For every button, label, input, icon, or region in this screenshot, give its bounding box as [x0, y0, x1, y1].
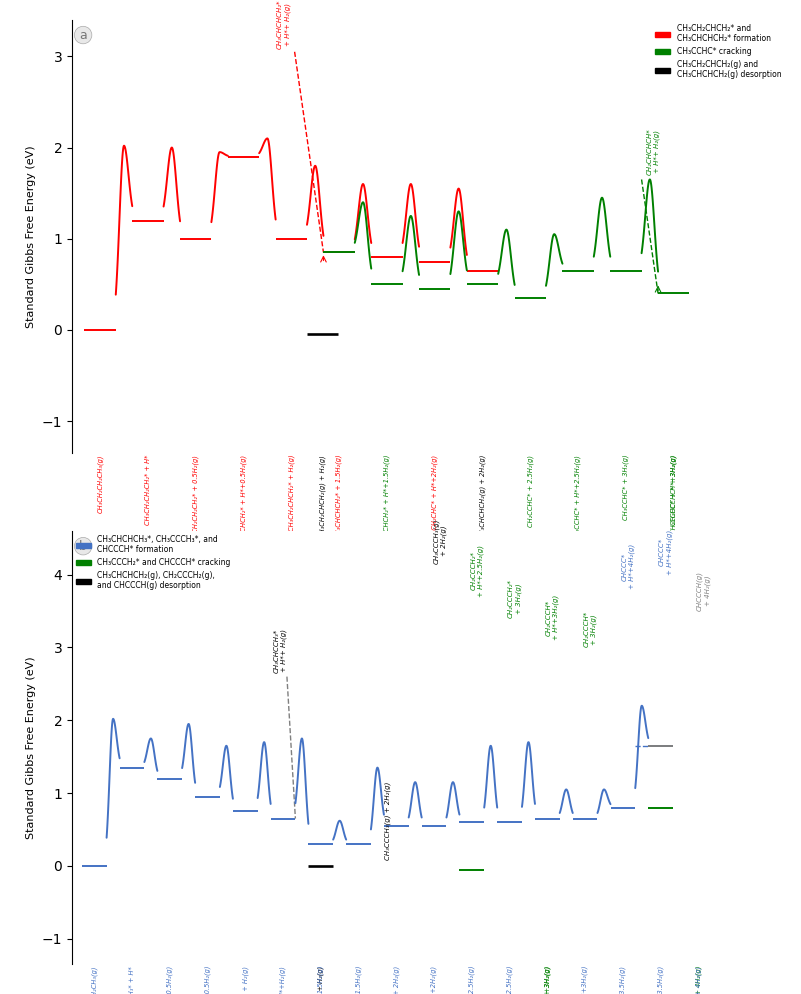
Text: CH₂CCCH₂* + H*+2.5H₂(g): CH₂CCCH₂* + H*+2.5H₂(g) — [506, 965, 513, 994]
Text: b: b — [79, 540, 87, 553]
Text: CH₃CH₂CHCH₂* + H*+0.5H₂(g): CH₃CH₂CHCH₂* + H*+0.5H₂(g) — [240, 455, 247, 556]
Text: CH₂C*+CH₂C* + 3H₂(g): CH₂C*+CH₂C* + 3H₂(g) — [544, 965, 550, 994]
Text: CH₃CHCHCH₃* + H₂(g): CH₃CHCHCH₃* + H₂(g) — [242, 965, 248, 994]
Text: CH₂CCCH*
+ H*+3H₂(g): CH₂CCCH* + H*+3H₂(g) — [545, 595, 559, 640]
Text: CH₂CCHC* + H*+3H₂(g): CH₂CCHC* + H*+3H₂(g) — [670, 455, 677, 535]
Text: CH₂CCCH*
+ 3H₂(g): CH₂CCCH* + 3H₂(g) — [584, 611, 597, 647]
Text: CH₃CH₂CHCH₃* + 0.5H₂(g): CH₃CH₂CHCH₃* + 0.5H₂(g) — [167, 965, 173, 994]
Text: CHCCC*
+ H*+4H₂(g): CHCCC* + H*+4H₂(g) — [622, 544, 635, 589]
Text: CH₃CCCH* + H*+3H₂(g): CH₃CCCH* + H*+3H₂(g) — [544, 965, 550, 994]
Text: CH₂CCHC* + 2.5H₂(g): CH₂CCHC* + 2.5H₂(g) — [527, 455, 533, 527]
Text: CH₃CCHC* + 3H₂(g): CH₃CCHC* + 3H₂(g) — [622, 455, 629, 521]
Text: CH₃CH₂CH₂CH₃(g): CH₃CH₂CH₂CH₃(g) — [97, 455, 103, 513]
Text: CH₃CH₂CHCH₂(g) + H₂(g): CH₃CH₂CHCH₂(g) + H₂(g) — [320, 455, 326, 538]
Text: CH₃CH₂CH₂CH₃(g): CH₃CH₂CH₂CH₃(g) — [91, 965, 98, 994]
Text: CH₃CH₂CH₂CH₂* + 0.5H₂(g): CH₃CH₂CH₂CH₂* + 0.5H₂(g) — [192, 455, 199, 545]
Text: CH₃CHCCH₃* + 1.5H₂(g): CH₃CHCCH₃* + 1.5H₂(g) — [317, 965, 324, 994]
Legend: CH₃CHCHCH₃*, CH₃CCCH₃*, and
CHCCCH* formation, CH₃CCCH₂* and CHCCCH* cracking, C: CH₃CHCHCH₃*, CH₃CCCH₃*, and CHCCCH* form… — [76, 535, 231, 590]
Text: CH₃CH₂CHC* + H*+2H₂(g): CH₃CH₂CHC* + H*+2H₂(g) — [432, 455, 438, 542]
Text: CH₃CCCH₃* + 2H₂(g): CH₃CCCH₃* + 2H₂(g) — [393, 965, 400, 994]
Text: CH₃CCCH₃(g)
+ 2H₂(g): CH₃CCCH₃(g) + 2H₂(g) — [433, 518, 447, 564]
Text: CH₂CCCH₂*
+ H*+2.5H₂(g): CH₂CCCH₂* + H*+2.5H₂(g) — [470, 545, 484, 596]
Text: CH₂CCCH* + 3.5H₂(g): CH₂CCCH* + 3.5H₂(g) — [620, 965, 626, 994]
Text: CH₂CHCHCH₂* + H*+1.5H₂(g): CH₂CHCHCH₂* + H*+1.5H₂(g) — [384, 455, 390, 554]
Y-axis label: Standard Gibbs Free Energy (eV): Standard Gibbs Free Energy (eV) — [26, 656, 36, 839]
Text: CH₃CHCHCH₃* + H*+0.5H₂(g): CH₃CHCHCH₃* + H*+0.5H₂(g) — [204, 965, 211, 994]
Text: CH₃CCCH₃(g) + 2H₂(g): CH₃CCCH₃(g) + 2H₂(g) — [384, 781, 391, 860]
Legend: CH₃CH₂CHCH₂* and
CH₃CHCHCH₂* formation, CH₃CCHC* cracking, CH₃CH₂CHCH₂(g) and
CH: CH₃CH₂CHCH₂* and CH₃CHCHCH₂* formation, … — [655, 24, 781, 80]
Text: CH₂CHCHCH*
+ H*+ H₂(g): CH₂CHCHCH* + H*+ H₂(g) — [646, 128, 660, 175]
Text: CH₃CCCH₂* + H*+2H₂(g): CH₃CCCH₂* + H*+2H₂(g) — [431, 965, 437, 994]
Text: CHCCCH(g)
+ 4H₂(g): CHCCCH(g) + 4H₂(g) — [697, 572, 710, 611]
Text: CH₃CH₂CH₂CH₂* + H*: CH₃CH₂CH₂CH₂* + H* — [145, 455, 151, 526]
Y-axis label: Standard Gibbs Free Energy (eV): Standard Gibbs Free Energy (eV) — [26, 145, 36, 328]
Text: CH₃CCCHC* + 3H₂(g): CH₃CCCHC* + 3H₂(g) — [670, 455, 677, 525]
Text: CH₃CHCCH₃*
+ H*+ H₂(g): CH₃CHCCH₃* + H*+ H₂(g) — [274, 629, 288, 673]
Text: CH₂CCCH₂*
+ 3H₂(g): CH₂CCCH₂* + 3H₂(g) — [508, 580, 521, 618]
Text: CH₃CH₂CHCH₃* + H*: CH₃CH₂CHCH₃* + H* — [129, 965, 135, 994]
Text: CHCCCH* + 4H₂(g): CHCCCH* + 4H₂(g) — [695, 965, 702, 994]
Text: CHCCC*+CH* + 4H₂(g): CHCCC*+CH* + 4H₂(g) — [695, 965, 702, 994]
Text: CHCCCH* + H*+3.5H₂(g): CHCCCH* + H*+3.5H₂(g) — [658, 965, 664, 994]
Text: CH₃CH₂CHCH₂* + H₂(g): CH₃CH₂CHCH₂* + H₂(g) — [288, 455, 295, 532]
Text: CH₃CHCCH₃* + H*+H₂(g): CH₃CHCCH₃* + H*+H₂(g) — [280, 965, 286, 994]
Text: CH₂CCHC* + H*+2.5H₂(g): CH₂CCHC* + H*+2.5H₂(g) — [575, 455, 582, 541]
Text: CH₃CHCHCH₂* + 1.5H₂(g): CH₃CHCHCH₂* + 1.5H₂(g) — [336, 455, 342, 540]
Text: a: a — [79, 29, 87, 42]
Text: CH₃CHCHCH₂*
+ H*+ H₂(g): CH₃CHCHCH₂* + H*+ H₂(g) — [277, 0, 291, 49]
Text: CH₂CCCH* + H*+3H₂(g): CH₂CCCH* + H*+3H₂(g) — [582, 965, 589, 994]
Text: CH₃CCCH₂* + 2.5H₂(g): CH₃CCCH₂* + 2.5H₂(g) — [469, 965, 475, 994]
Text: CHCCC*
+ H*+4H₂(g): CHCCC* + H*+4H₂(g) — [659, 530, 673, 575]
Text: CH₃CHCHCH₂(g) + 2H₂(g): CH₃CHCHCH₂(g) + 2H₂(g) — [479, 455, 485, 539]
Text: CH₃CCCH₃* + H*+1.5H₂(g): CH₃CCCH₃* + H*+1.5H₂(g) — [356, 965, 362, 994]
Text: CH₃CHCHCH₂(g) + H₂(g): CH₃CHCHCH₂(g) + H₂(g) — [317, 965, 324, 994]
